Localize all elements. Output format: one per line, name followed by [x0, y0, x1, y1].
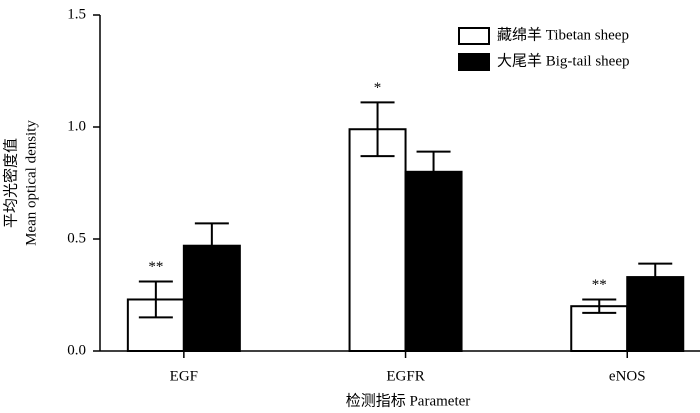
error-bar	[360, 101, 395, 158]
error-bar	[416, 150, 451, 193]
error-bar	[582, 298, 617, 314]
error-bar	[194, 222, 229, 270]
legend-label: 大尾羊 Big-tail sheep	[497, 52, 629, 69]
error-bar	[638, 262, 673, 292]
error-bar	[138, 280, 173, 319]
x-tick-label: eNOS	[609, 368, 646, 384]
y-tick-label: 0.0	[67, 342, 86, 358]
significance-label: **	[148, 259, 163, 275]
bar	[404, 170, 463, 352]
legend-swatch	[458, 53, 490, 71]
x-tick-label: EGFR	[386, 368, 424, 384]
y-axis-label: Mean optical density	[23, 120, 39, 246]
y-tick-label: 1.0	[67, 118, 86, 134]
legend-swatch	[458, 27, 490, 45]
x-tick-label: EGF	[170, 368, 198, 384]
bar	[348, 128, 407, 352]
y-tick-label: 1.5	[67, 6, 86, 22]
significance-label: *	[374, 80, 382, 96]
y-axis-label: 平均光密度值	[2, 138, 19, 228]
y-tick-label: 0.5	[67, 230, 86, 246]
significance-label: **	[592, 277, 607, 293]
x-axis-label: 检测指标 Parameter	[346, 392, 471, 409]
legend-label: 藏绵羊 Tibetan sheep	[497, 26, 629, 43]
